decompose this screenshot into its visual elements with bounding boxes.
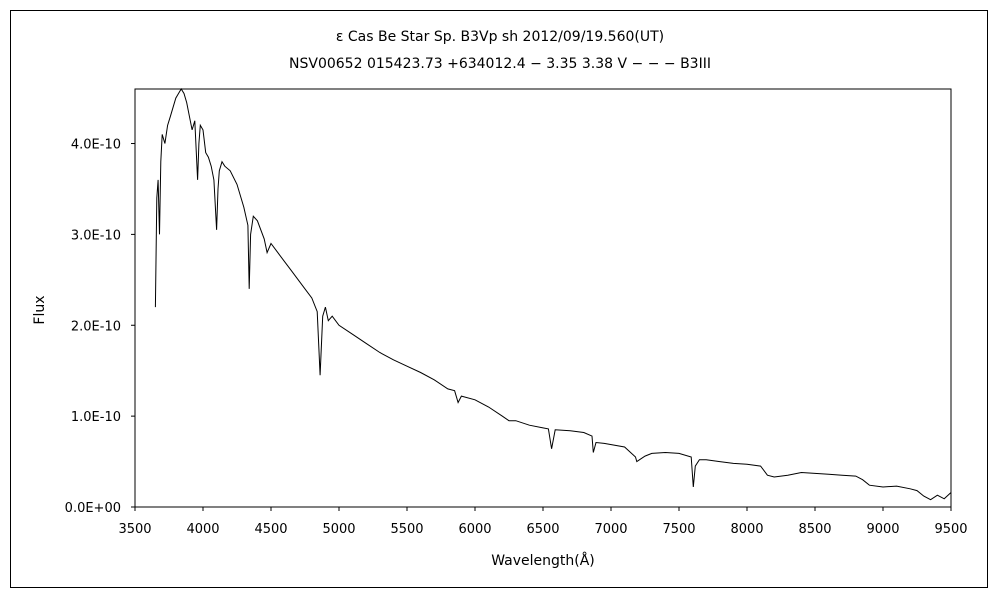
x-tick-label: 9500 xyxy=(934,522,967,537)
y-tick-label: 1.0E-10 xyxy=(71,410,121,425)
x-tick-label: 6000 xyxy=(458,522,491,537)
x-axis-ticks: 3500 4000 4500 5000 5500 6000 6500 7000 7500 8000… xyxy=(118,507,968,537)
x-tick-label: 8500 xyxy=(798,522,831,537)
plot-area xyxy=(134,88,952,508)
x-tick-label: 5000 xyxy=(322,522,355,537)
x-tick-label: 5500 xyxy=(390,522,423,537)
x-tick-label: 7000 xyxy=(594,522,627,537)
y-tick-label: 3.0E-10 xyxy=(71,228,121,243)
y-tick-label: 4.0E-10 xyxy=(71,138,121,153)
chart-title: ε Cas Be Star Sp. B3Vp sh 2012/09/19.560… xyxy=(336,29,664,45)
x-tick-label: 8000 xyxy=(730,522,763,537)
x-tick-label: 7500 xyxy=(662,522,695,537)
chart-subtitle: NSV00652 015423.73 +634012.4 − 3.35 3.38… xyxy=(289,56,711,72)
x-tick-label: 9000 xyxy=(866,522,899,537)
x-tick-label: 4500 xyxy=(254,522,287,537)
x-tick-label: 6500 xyxy=(526,522,559,537)
x-tick-label: 3500 xyxy=(118,522,151,537)
y-tick-label: 2.0E-10 xyxy=(71,319,121,334)
y-axis-ticks: 0.0E+00 1.0E-10 2.0E-10 3.0E-10 4.0E-10 xyxy=(65,138,135,516)
spectrum-line xyxy=(154,88,952,501)
x-axis-label: Wavelength(Å) xyxy=(491,552,595,569)
y-tick-label: 0.0E+00 xyxy=(65,501,121,516)
y-axis-label: Flux xyxy=(32,295,48,324)
x-tick-label: 4000 xyxy=(186,522,219,537)
